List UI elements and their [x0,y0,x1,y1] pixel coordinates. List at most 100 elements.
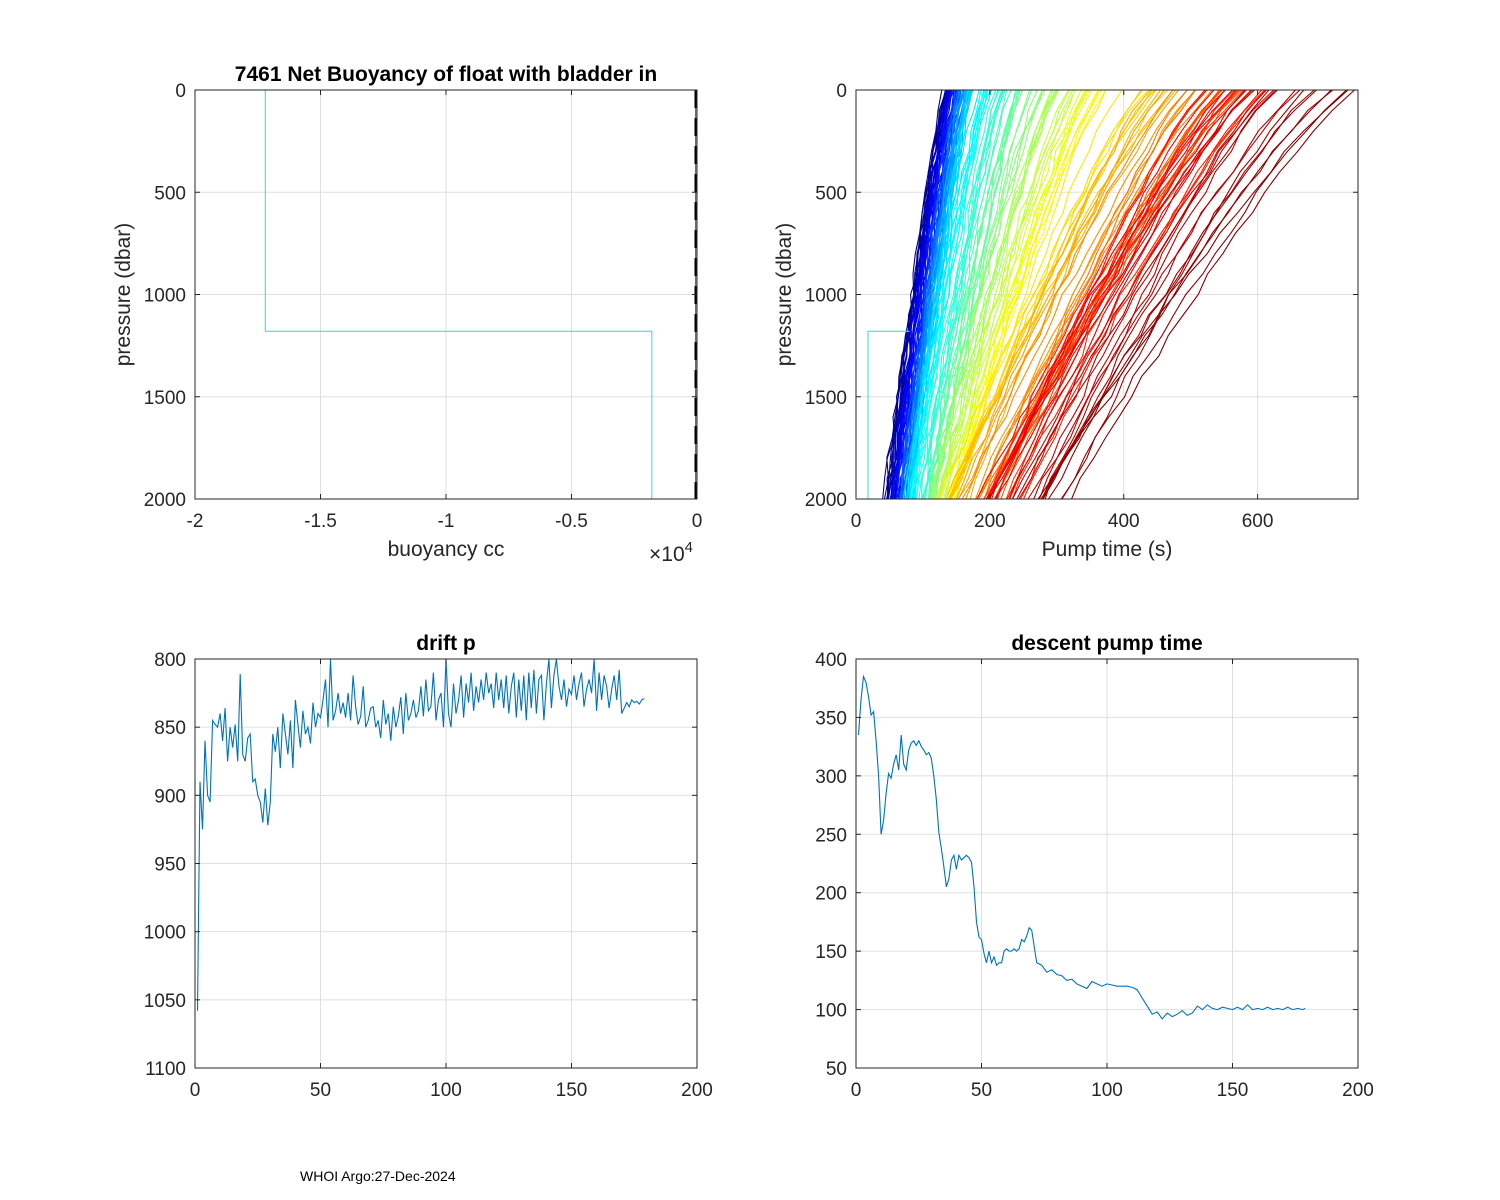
y-tick-label: 150 [815,942,847,963]
y-tick-label: 2000 [144,490,186,511]
y-tick-label: 100 [815,1001,847,1022]
pump-profile-line [989,90,1188,499]
pump-profile-line [893,90,953,499]
x-tick-label: 50 [971,1080,992,1101]
y-tick-label: 1050 [144,991,186,1012]
chart-title: drift p [416,632,475,655]
y-axis-label: pressure (dbar) [112,223,135,367]
pump-profile-line [985,90,1233,499]
pump-profile-line [949,90,1153,499]
pump-profile-line [1037,90,1349,499]
pump-profile-line [931,90,1057,499]
series-group [196,659,645,1011]
x-tick-label: 200 [974,511,1006,532]
x-tick-label: -2 [187,511,204,532]
x-tick-label: 200 [1342,1080,1374,1101]
pump-profile-line [961,90,1174,499]
pump-profile-line [988,90,1226,499]
pump-profile-line [1027,90,1267,499]
x-tick-label: -1.5 [304,511,337,532]
x-axis-label: buoyancy cc [388,538,505,561]
y-tick-label: 1000 [144,923,186,944]
pump-profile-line [951,90,1100,499]
pump-profile-line [1000,90,1242,499]
pump-profile-line [1023,90,1262,499]
series-group [857,674,1306,1020]
pump-profile-line [1038,90,1270,499]
pump-profile-line [928,90,1017,499]
pump-profile-line [1041,90,1277,499]
pump-profile-line [902,90,980,499]
pump-profile-line [975,90,1207,499]
axes-drift-p: 0 50 100 150 200 800 850 900 950 1000 1050 1100 drif… [144,632,713,1101]
pump-profile-line [1033,90,1301,499]
pump-profile-line [937,90,1069,499]
pump-profile-line [958,90,1165,499]
y-tick-label: 1100 [145,1059,186,1080]
pump-profile-line [1048,90,1332,499]
y-tick-label: 950 [154,855,186,876]
y-tick-label: 1500 [144,388,186,409]
y-tick-label: 300 [815,767,847,788]
pump-profile-line [991,90,1215,499]
pump-profile-line [1011,90,1235,499]
y-tick-label: 1000 [805,286,847,307]
pump-profile-line [891,90,953,499]
pump-profile-line [994,90,1238,499]
y-tick-label: 350 [815,708,847,729]
y-tick-label: 1500 [805,388,847,409]
pump-profile-line [1071,90,1355,499]
pump-profile-line [956,90,1151,499]
pump-profile-line [950,90,1123,499]
drift-p-line [196,659,645,1011]
pump-profile-line [994,90,1252,499]
y-tick-label: 250 [815,825,847,846]
y-tick-label: 200 [815,884,847,905]
y-tick-label: 800 [154,650,186,671]
pump-profile-line [905,90,964,499]
x-exponent-power: 4 [685,539,693,556]
pump-profile-line [987,90,1255,499]
y-tick-label: 900 [154,786,186,807]
pump-profile-line [944,90,1058,499]
pump-profile-line [935,90,1076,499]
x-tick-label: 0 [851,511,862,532]
x-tick-label: -1 [438,511,455,532]
x-tick-label: 100 [1091,1080,1123,1101]
pump-profile-line [953,90,1102,499]
pump-profile-line [924,90,1005,499]
pump-profile-line [939,90,1052,499]
x-tick-label: 0 [851,1080,862,1101]
y-tick-label: 400 [815,650,847,671]
x-tick-label: -0.5 [555,511,588,532]
pump-profile-line [947,90,1076,499]
series-group [867,90,1355,499]
pump-profile-line [916,90,997,499]
y-tick-label: 500 [154,183,186,204]
buoyancy-line [264,90,653,499]
pump-profile-line [929,90,1046,499]
x-tick-label: 600 [1242,511,1274,532]
pump-profile-line [940,90,1082,499]
x-tick-label: 150 [556,1080,588,1101]
pump-profile-line [1012,90,1275,499]
y-tick-label: 0 [836,81,847,102]
y-tick-label: 850 [154,718,186,739]
x-tick-label: 0 [692,511,703,532]
pump-profile-line [1044,90,1296,499]
x-tick-label: 0 [190,1080,201,1101]
pump-profile-line [911,90,972,499]
y-tick-label: 1000 [144,286,186,307]
pump-profile-line [909,90,987,499]
y-tick-label: 500 [815,183,847,204]
y-tick-label: 50 [826,1059,847,1080]
y-tick-label: 2000 [805,490,847,511]
y-axis-label: pressure (dbar) [773,223,796,367]
footer-text: WHOI Argo:27-Dec-2024 [300,1168,456,1184]
pump-profile-line [937,90,1149,499]
pump-profile-line [914,90,993,499]
x-tick-label: 400 [1108,511,1140,532]
chart-title: descent pump time [1011,632,1202,655]
pump-profile-line [910,90,991,499]
